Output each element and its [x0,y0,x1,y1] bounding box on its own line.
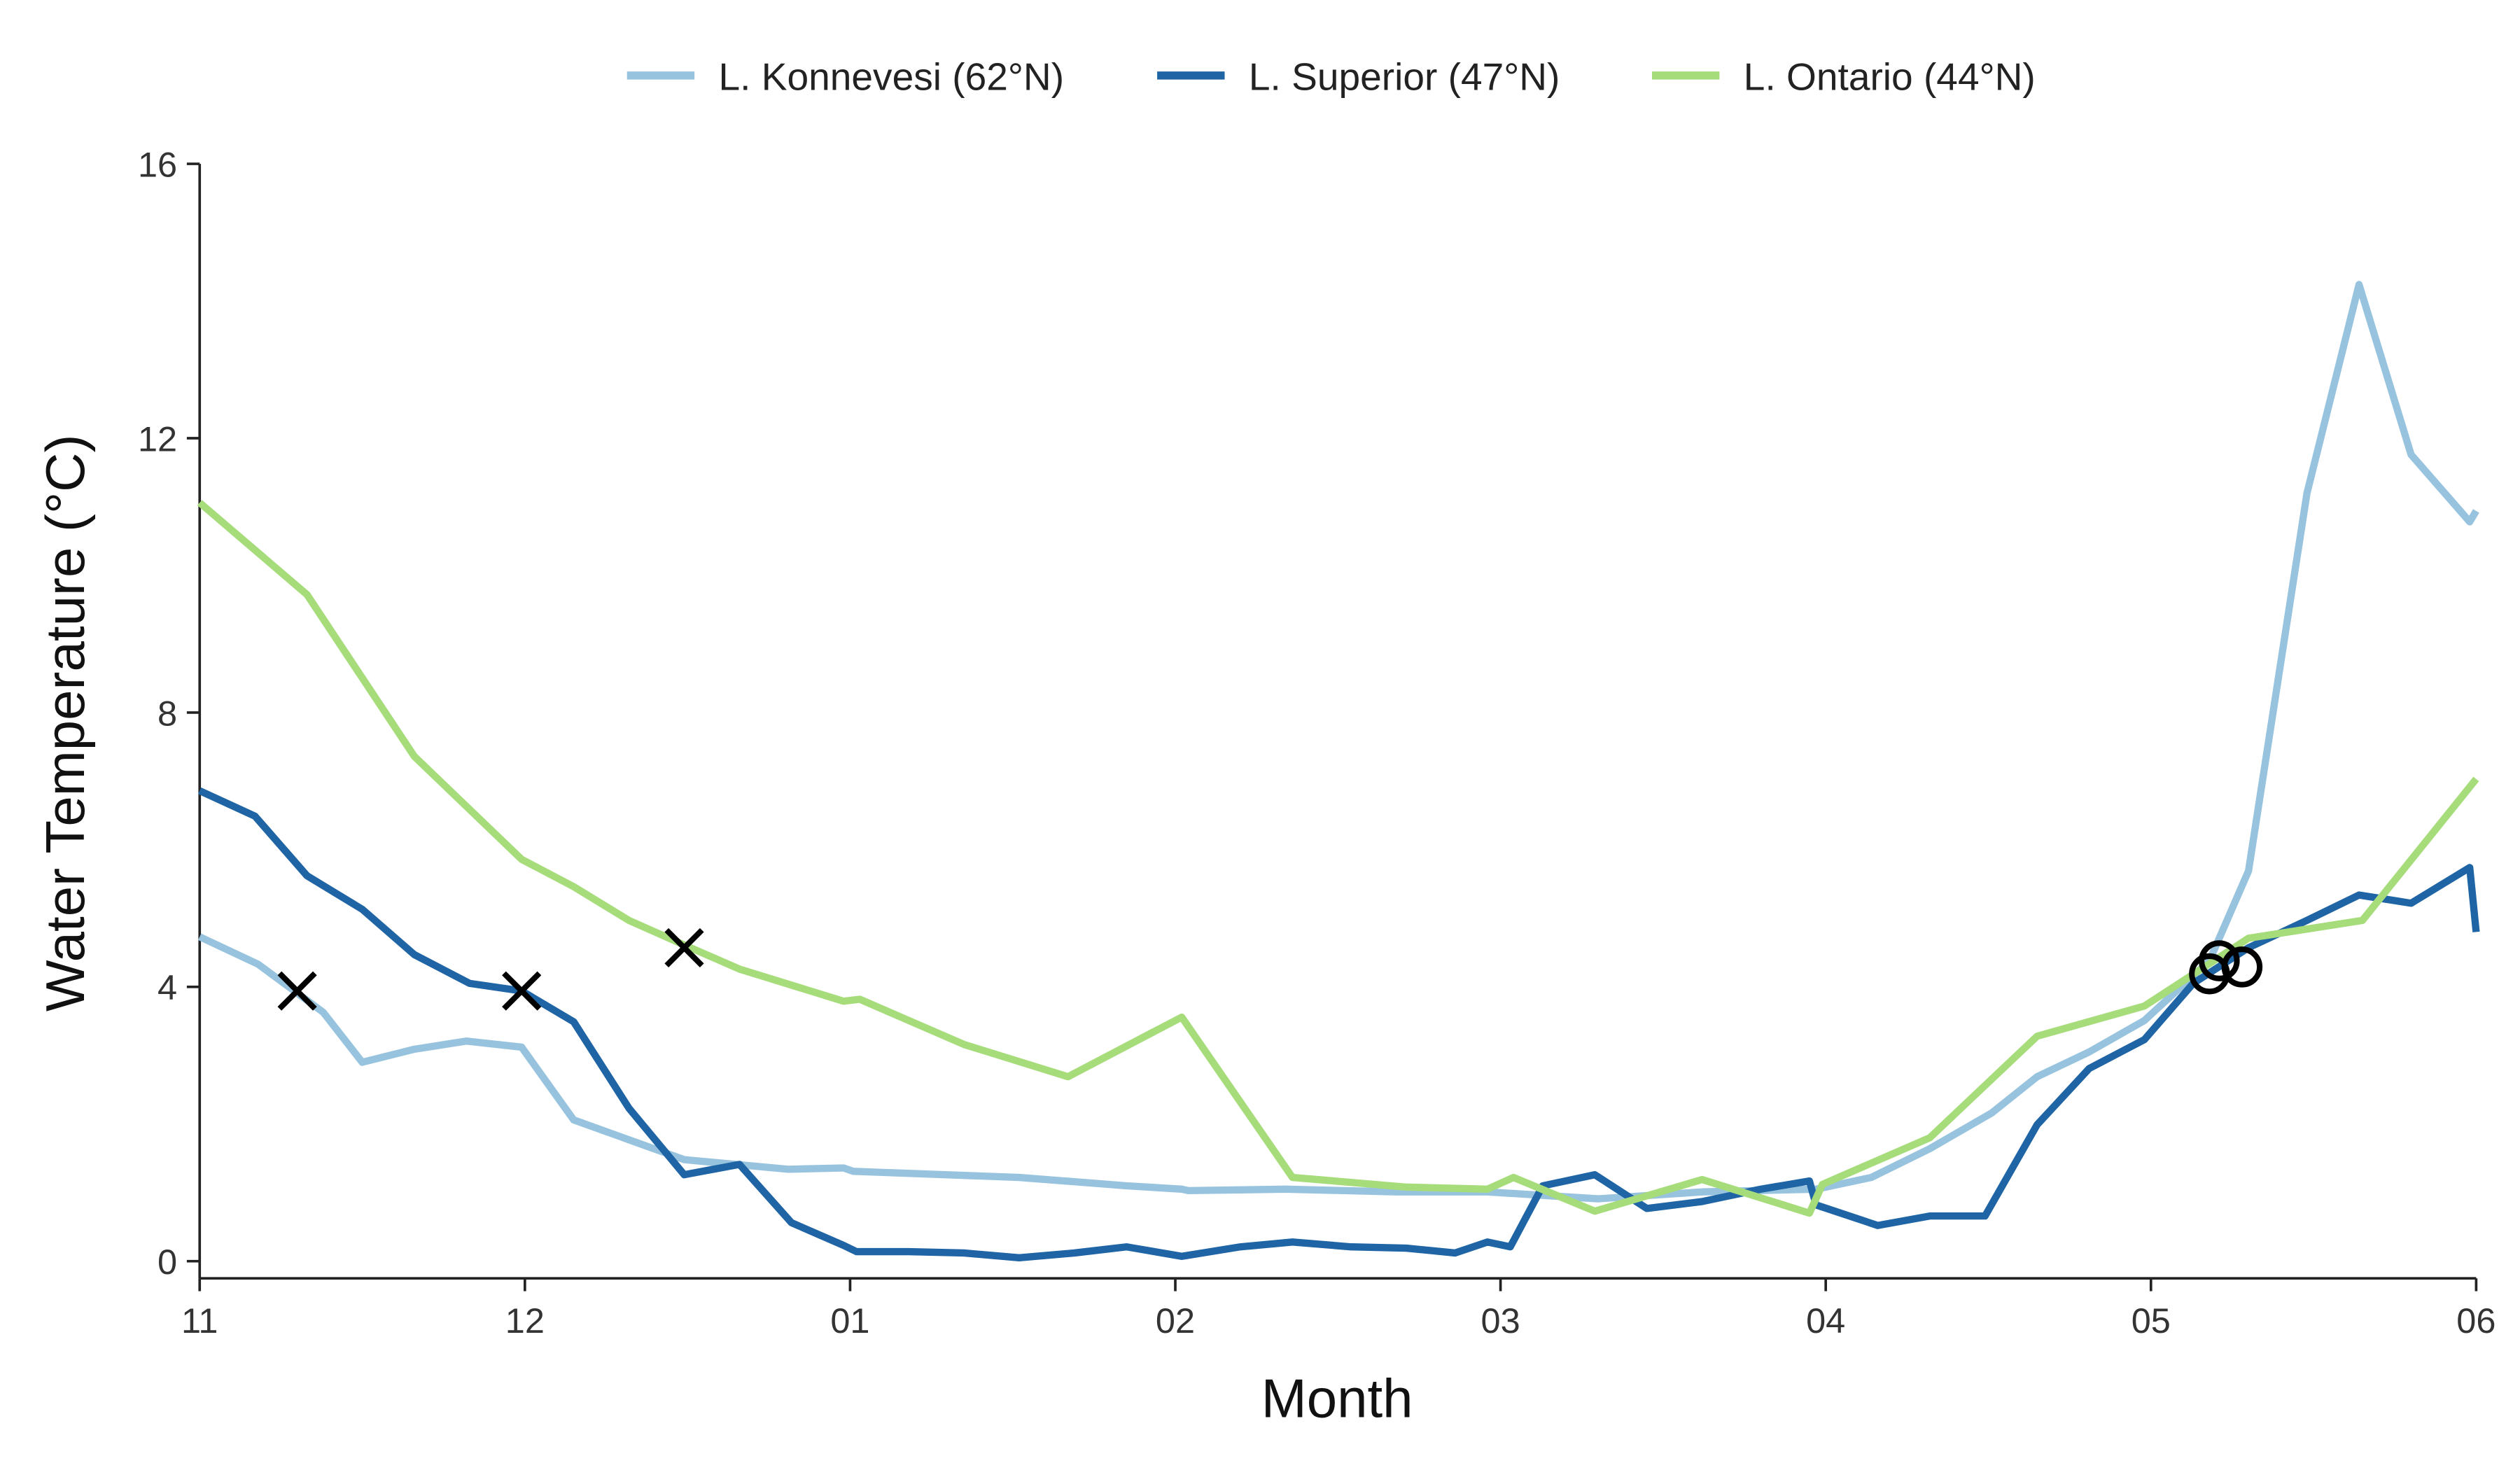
legend-label: L. Superior (47°N) [1249,55,1560,99]
circle-marker [2199,940,2240,981]
x-marker [502,971,542,1011]
x-tick-label: 01 [830,1301,869,1340]
x-tick-label: 06 [2456,1301,2496,1340]
x-tick-label: 03 [1481,1301,1520,1340]
x-tick-label: 11 [181,1301,218,1340]
y-axis-label: Water Temperature (°C) [34,434,96,1011]
y-tick-label: 8 [158,693,177,733]
y-tick-label: 4 [158,967,177,1007]
y-tick-label: 12 [138,419,177,458]
x-tick-label: 05 [2132,1301,2171,1340]
x-tick-label: 04 [1806,1301,1845,1340]
legend-label: L. Ontario (44°N) [1744,55,2036,99]
x-tick-label: 12 [505,1301,545,1340]
x-marker [277,971,317,1011]
series-line [197,500,2479,1217]
circle-marker [2221,946,2263,988]
legend-label: L. Konnevesi (62°N) [719,55,1065,99]
y-tick-label: 0 [158,1242,177,1282]
x-marker [664,927,704,968]
y-tick-label: 16 [138,144,177,184]
series-line [198,787,2480,1261]
x-axis-label: Month [1261,1367,1413,1429]
x-tick-label: 02 [1156,1301,1195,1340]
series-line [198,281,2479,1203]
